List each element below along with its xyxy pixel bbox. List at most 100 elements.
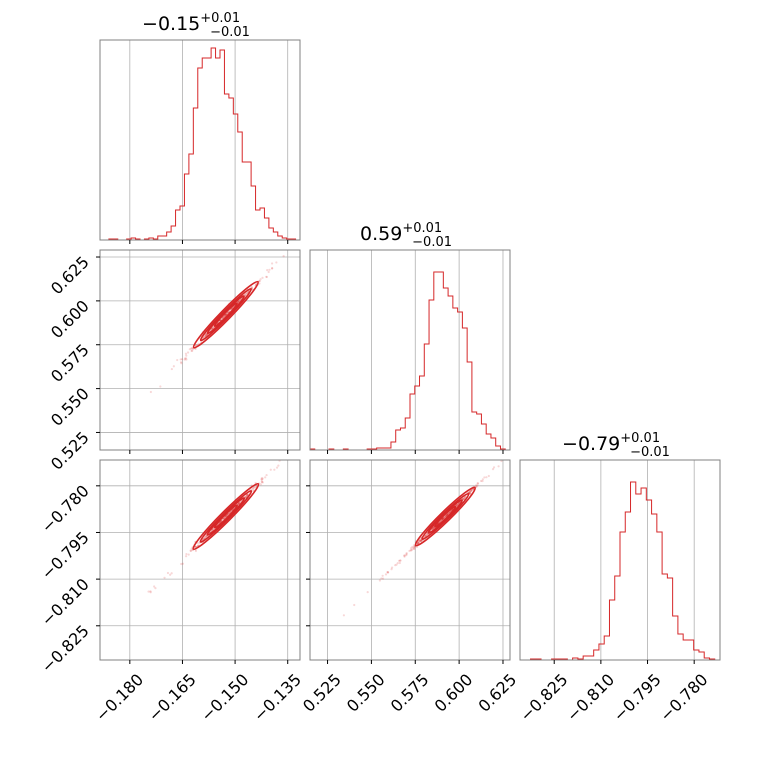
scatter-point — [380, 577, 383, 580]
scatter-point — [205, 333, 208, 336]
scatter-point — [62, 478, 64, 480]
scatter-point — [396, 561, 399, 565]
panel-frame — [309, 249, 511, 451]
scatter-point — [275, 466, 279, 469]
scatter-point — [166, 571, 170, 575]
title-value: −0.79 — [562, 433, 620, 455]
contour-line — [421, 492, 470, 541]
scatter-point — [432, 526, 435, 529]
scatter-point — [394, 564, 397, 567]
scatter-point — [222, 315, 226, 318]
scatter-point — [518, 441, 520, 443]
scatter-point — [405, 552, 408, 555]
title-plus: +0.01 — [620, 431, 660, 446]
scatter-point — [269, 468, 272, 471]
contour-line — [199, 287, 252, 342]
scatter-point — [176, 358, 179, 362]
scatter-point — [417, 541, 420, 544]
panel-background — [310, 250, 510, 450]
scatter-point — [418, 539, 421, 542]
scatter-point — [245, 292, 248, 295]
scatter-point — [417, 541, 421, 544]
panel-background — [100, 250, 300, 450]
scatter-point — [203, 335, 207, 338]
panel-frame — [99, 39, 301, 241]
scatter-point — [224, 313, 228, 316]
scatter-point — [405, 554, 408, 557]
scatter-points — [147, 460, 281, 594]
scatter-point — [468, 491, 471, 495]
contour-line — [206, 497, 246, 536]
scatter-point — [188, 348, 191, 351]
scatter-point — [475, 485, 478, 488]
scatter-point — [411, 548, 414, 551]
scatter-point — [273, 468, 276, 471]
panel-title: 0.59+0.01 −0.01 — [360, 221, 452, 250]
contour-line — [427, 499, 463, 534]
scatter-point — [264, 476, 267, 479]
y-tick-label: 0.600 — [47, 296, 93, 342]
scatter-point — [426, 533, 429, 536]
panel-frame — [99, 249, 301, 451]
scatter-point — [237, 502, 240, 505]
scatter-point — [327, 212, 329, 214]
contour-line — [192, 482, 260, 551]
panel-background — [100, 40, 300, 240]
x-tick-label: −0.135 — [250, 670, 305, 725]
scatter-point — [384, 573, 388, 576]
scatter-point — [191, 347, 195, 351]
scatter-point — [455, 504, 458, 507]
scatter-point — [476, 482, 479, 485]
scatter-point — [184, 352, 188, 355]
scatter-points — [342, 441, 520, 617]
panel-background — [100, 460, 300, 660]
histogram-panel-1: 0.59+0.01 −0.01 — [309, 221, 511, 454]
scatter-point — [386, 570, 389, 574]
title-minus: −0.01 — [630, 445, 670, 460]
scatter-point — [184, 357, 188, 360]
histogram-steps — [100, 47, 300, 241]
scatter-point — [329, 203, 331, 205]
scatter-point — [237, 300, 240, 303]
scatter-point — [244, 496, 248, 499]
x-tick-label: 0.525 — [299, 670, 345, 716]
scatter-point — [463, 497, 466, 500]
x-tick-label: −0.810 — [563, 670, 618, 725]
scatter-point — [381, 574, 384, 577]
scatter-point — [483, 476, 486, 479]
scatter-point — [426, 533, 429, 536]
scatter-point — [237, 300, 240, 304]
scatter-point — [198, 541, 201, 545]
scatter-point — [447, 512, 450, 515]
title-plus: +0.01 — [200, 11, 240, 26]
scatter-point — [265, 275, 268, 278]
scatter-point — [245, 495, 248, 498]
scatter-point — [250, 488, 253, 491]
scatter-point — [179, 358, 182, 361]
scatter-point — [183, 358, 186, 361]
scatter-point — [424, 534, 427, 537]
scatter-point — [180, 562, 183, 566]
scatter-point — [246, 494, 249, 497]
scatter-point — [244, 293, 247, 296]
contour-line — [213, 504, 239, 529]
scatter-point — [224, 313, 228, 316]
scatter-point — [464, 496, 467, 499]
scatter-point — [418, 539, 421, 543]
scatter-point — [205, 535, 208, 538]
scatter-point — [147, 590, 150, 593]
x-tick-label: 0.600 — [431, 670, 477, 716]
scatter-point — [210, 327, 214, 330]
scatter-point — [500, 460, 503, 463]
scatter-point — [205, 333, 208, 336]
scatter-point — [445, 513, 448, 517]
scatter-point — [220, 519, 224, 522]
scatter-point — [197, 544, 200, 547]
x-tick-label: −0.180 — [92, 670, 147, 725]
scatter-point — [378, 579, 381, 582]
y-tick-label: −0.810 — [38, 575, 93, 630]
histogram-steps — [520, 481, 720, 661]
scatter-point — [470, 489, 473, 492]
scatter-point — [442, 516, 446, 519]
title-value: 0.59 — [360, 223, 402, 245]
